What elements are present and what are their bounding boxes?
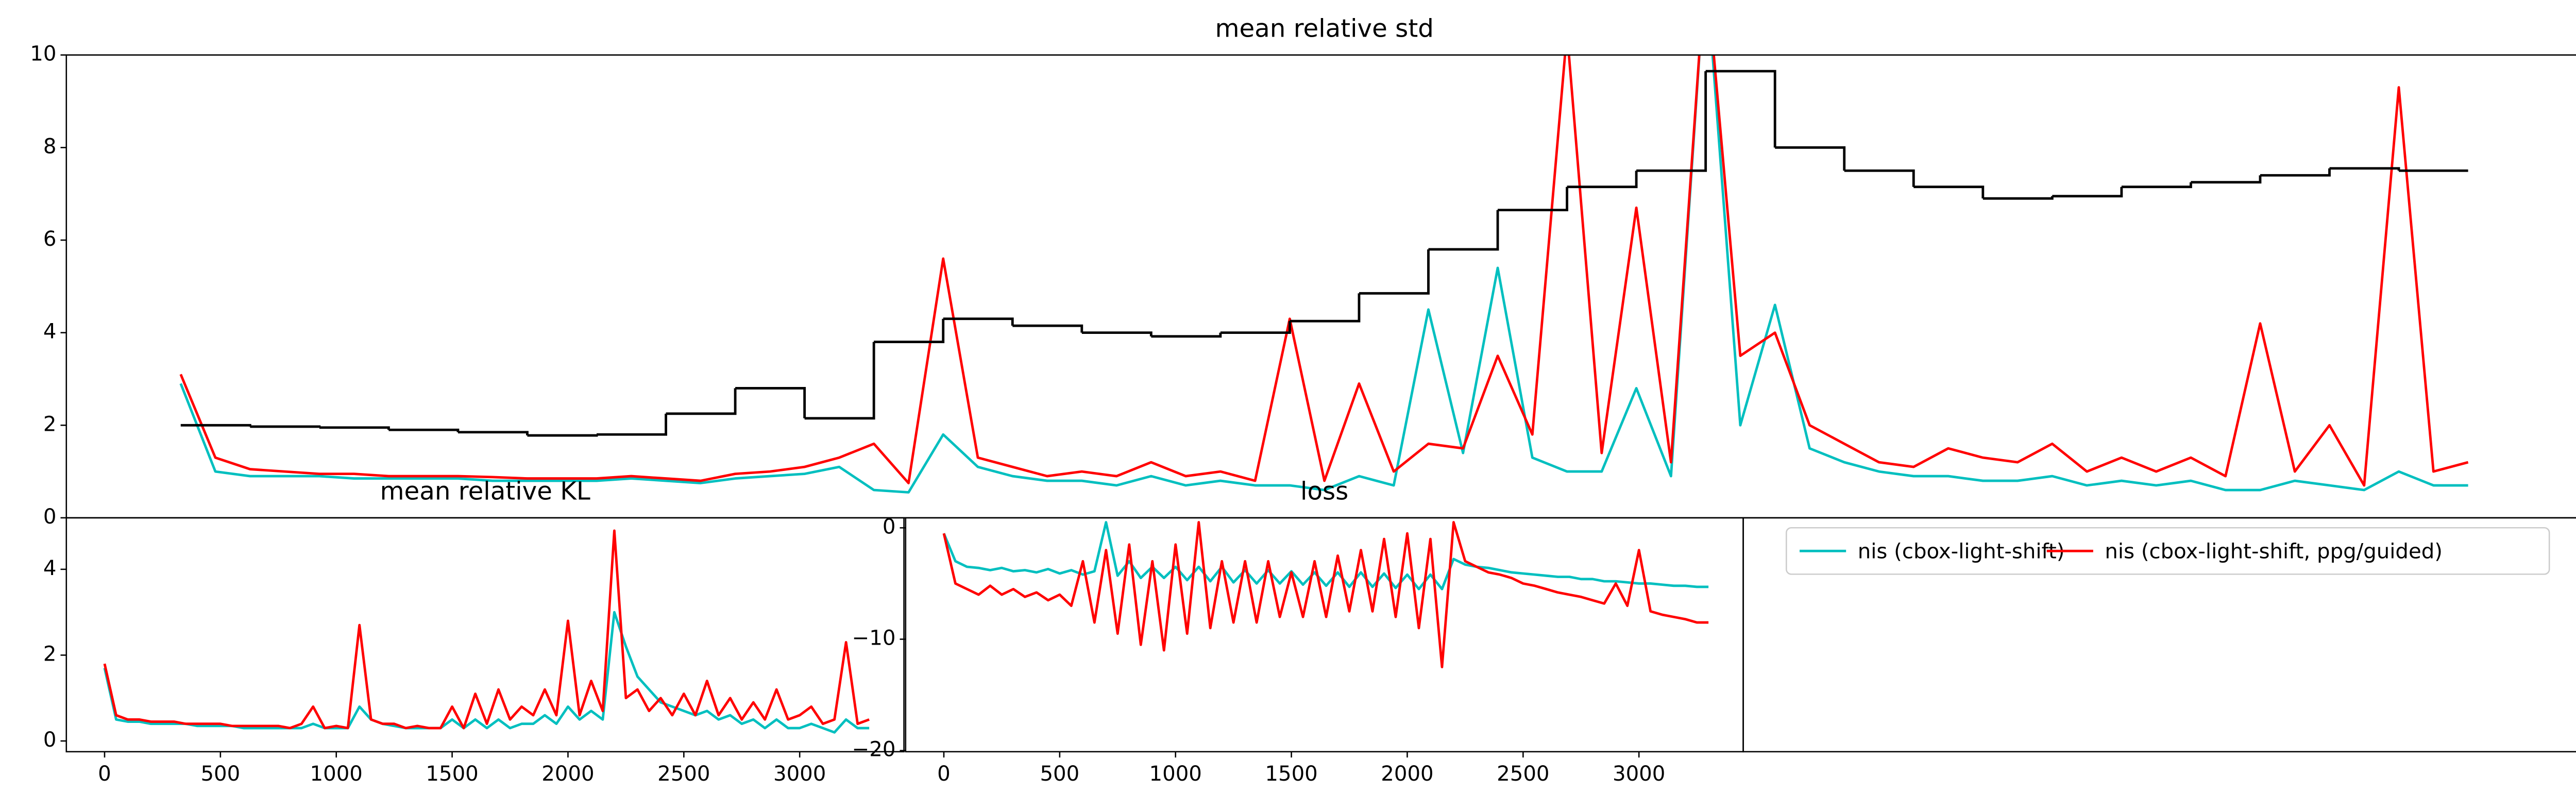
x-tick-label: 0 xyxy=(937,762,951,786)
step-segment xyxy=(1081,331,1153,336)
step-segment xyxy=(1428,210,1499,251)
data-line xyxy=(179,55,2469,487)
x-tick-label: 500 xyxy=(1040,762,1079,786)
legend-box xyxy=(1785,527,2550,575)
step-segment xyxy=(666,388,737,415)
step-segment xyxy=(2121,182,2192,189)
step-segment xyxy=(1844,169,1915,187)
x-tick-label: 2000 xyxy=(541,762,594,786)
y-tick-label: 6 xyxy=(43,227,57,251)
step-segment xyxy=(250,425,321,428)
y-tick-label: 0 xyxy=(43,505,57,529)
step-segment xyxy=(2191,175,2262,184)
y-tick-label: 4 xyxy=(43,556,57,580)
y-tick-label: 8 xyxy=(43,134,57,158)
step-segment xyxy=(1012,324,1083,333)
chart-title: loss xyxy=(1300,477,1348,506)
y-tick-label: 4 xyxy=(43,320,57,344)
step-segment xyxy=(319,426,390,430)
y-tick-label: −20 xyxy=(852,738,896,762)
x-tick-label: 1500 xyxy=(426,762,478,786)
x-tick-label: 2500 xyxy=(657,762,710,786)
step-segment xyxy=(1359,249,1430,295)
plot-area xyxy=(179,55,2469,494)
step-segment xyxy=(1636,71,1707,172)
step-segment xyxy=(943,317,1014,326)
y-tick-label: 2 xyxy=(43,412,57,436)
x-tick-label: 0 xyxy=(98,762,111,786)
step-segment xyxy=(2052,187,2123,198)
axes-frame xyxy=(905,517,1744,753)
legend-label: nis (cbox-light-shift) xyxy=(1858,540,2065,564)
data-line xyxy=(942,521,1709,590)
x-tick-label: 2000 xyxy=(1381,762,1433,786)
step-segment xyxy=(1913,185,1985,199)
x-tick-label: 2500 xyxy=(1497,762,1549,786)
step-segment xyxy=(1775,146,1846,171)
y-tick-label: 10 xyxy=(30,42,56,66)
step-segment xyxy=(2260,168,2331,177)
x-tick-label: 1000 xyxy=(1149,762,1202,786)
step-segment xyxy=(180,424,251,427)
step-segment xyxy=(597,413,667,436)
data-line xyxy=(103,529,870,730)
step-segment xyxy=(1220,321,1291,334)
plot-area xyxy=(942,521,1709,668)
step-segment xyxy=(1982,196,2054,200)
y-tick-label: −10 xyxy=(852,627,896,650)
step-segment xyxy=(1567,171,1638,189)
step-segment xyxy=(1498,187,1568,212)
step-segment xyxy=(735,387,806,418)
y-tick-label: 0 xyxy=(43,728,57,752)
y-tick-label: 2 xyxy=(43,642,57,666)
step-segment xyxy=(804,342,875,420)
legend-label: nis (cbox-light-shift, ppg/guided) xyxy=(2105,540,2443,564)
step-segment xyxy=(1705,70,1776,148)
x-tick-label: 3000 xyxy=(773,762,826,786)
x-tick-label: 1000 xyxy=(310,762,363,786)
legend: nis (cbox-light-shift) nis (cbox-light-s… xyxy=(1785,527,2550,575)
data-line xyxy=(942,521,1709,668)
step-segment xyxy=(388,428,460,432)
x-tick-label: 1500 xyxy=(1265,762,1317,786)
chart-title: mean relative KL xyxy=(380,477,590,506)
x-tick-label: 3000 xyxy=(1613,762,1665,786)
plot-area xyxy=(103,529,870,734)
step-segment xyxy=(527,434,598,437)
chart-title: mean relative std xyxy=(1215,14,1433,43)
axes-frame xyxy=(65,517,905,753)
y-tick-label: 0 xyxy=(883,515,896,538)
step-segment xyxy=(1290,293,1361,323)
data-line xyxy=(179,55,2468,494)
x-tick-label: 500 xyxy=(200,762,240,786)
step-segment xyxy=(2329,167,2400,171)
step-segment xyxy=(874,318,945,344)
